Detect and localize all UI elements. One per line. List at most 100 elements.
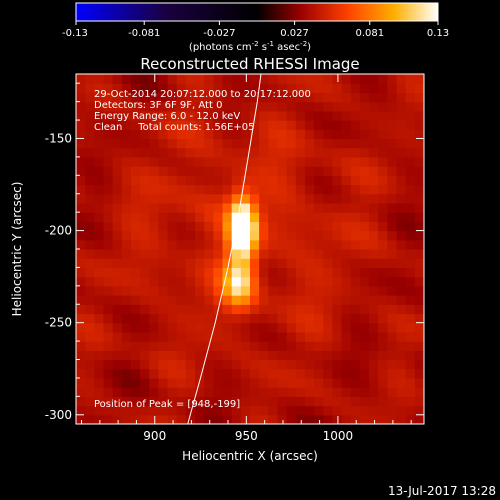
heatmap-pixel [405, 184, 416, 195]
heatmap-pixel [167, 184, 178, 195]
heatmap-pixel [323, 267, 334, 278]
heatmap-pixel [76, 304, 86, 315]
heatmap-pixel [103, 405, 114, 416]
heatmap-pixel [85, 120, 95, 130]
heatmap-pixel [341, 387, 352, 397]
heatmap-pixel [130, 396, 141, 407]
heatmap-pixel [396, 276, 407, 287]
heatmap-pixel [259, 101, 269, 112]
heatmap-pixel [341, 74, 352, 84]
heatmap-pixel [378, 396, 388, 407]
heatmap-pixel [140, 396, 150, 407]
heatmap-pixel [121, 368, 132, 379]
heatmap-pixel [359, 101, 370, 112]
heatmap-pixel [387, 239, 398, 250]
heatmap-pixel [85, 83, 95, 94]
heatmap-pixel [341, 221, 352, 232]
heatmap-pixel [195, 405, 205, 416]
heatmap-pixel [112, 350, 123, 361]
heatmap-pixel [158, 276, 169, 287]
heatmap-pixel [222, 304, 233, 315]
heatmap-pixel [231, 249, 242, 259]
heatmap-pixel [112, 202, 123, 213]
heatmap-pixel [323, 184, 334, 195]
heatmap-pixel [277, 331, 288, 342]
heatmap-pixel [277, 147, 288, 158]
heatmap-pixel [332, 341, 343, 351]
heatmap-pixel [268, 156, 279, 167]
plot-annotations: 29-Oct-2014 20:07:12.000 to 20:17:12.000… [94, 89, 311, 133]
heatmap-pixel [414, 359, 424, 370]
heatmap-pixel [103, 341, 114, 351]
peak-position-label: Position of Peak = [948,-199] [94, 399, 240, 410]
heatmap-pixel [204, 368, 214, 379]
heatmap-pixel [378, 239, 388, 250]
heatmap-pixel [268, 368, 279, 379]
heatmap-pixel [103, 276, 114, 287]
heatmap-pixel [268, 129, 279, 140]
heatmap-pixel [85, 221, 95, 232]
heatmap-pixel [387, 156, 398, 167]
heatmap-pixel [204, 359, 214, 370]
heatmap-pixel [158, 92, 169, 103]
heatmap-pixel [149, 175, 160, 186]
heatmap-pixel [204, 377, 214, 388]
heatmap-pixel [204, 405, 214, 416]
heatmap-pixel [94, 249, 105, 259]
heatmap-pixel [130, 304, 141, 315]
heatmap-pixel [369, 110, 379, 121]
heatmap-pixel [167, 387, 178, 397]
heatmap-pixel [405, 156, 416, 167]
heatmap-pixel [167, 166, 178, 176]
heatmap-pixel [76, 414, 86, 424]
heatmap-pixel [332, 405, 343, 416]
heatmap-pixel [76, 92, 86, 103]
heatmap-pixel [94, 74, 105, 84]
heatmap-pixel [350, 166, 361, 176]
heatmap-pixel [130, 184, 141, 195]
heatmap-pixel [130, 258, 141, 269]
heatmap-pixel [268, 166, 279, 176]
heatmap-pixel [369, 120, 379, 130]
heatmap-pixel [250, 147, 260, 158]
heatmap-pixel [130, 405, 141, 416]
heatmap-pixel [359, 396, 370, 407]
heatmap-pixel [295, 359, 306, 370]
heatmap-pixel [112, 359, 123, 370]
heatmap-pixel [149, 129, 160, 140]
heatmap-pixel [176, 175, 187, 186]
heatmap-pixel [112, 230, 123, 241]
heatmap-pixel [231, 147, 242, 158]
heatmap-pixel [213, 285, 224, 296]
heatmap-pixel [314, 138, 324, 149]
heatmap-pixel [286, 368, 297, 379]
heatmap-pixel [387, 147, 398, 158]
heatmap-pixel [396, 129, 407, 140]
heatmap-pixel [359, 129, 370, 140]
heatmap-pixel [76, 74, 86, 84]
heatmap-pixel [130, 175, 141, 186]
heatmap-pixel [259, 92, 269, 103]
heatmap-pixel [112, 92, 123, 103]
heatmap-pixel [396, 377, 407, 388]
heatmap-pixel [387, 83, 398, 94]
heatmap-pixel [149, 193, 160, 204]
heatmap-pixel [359, 221, 370, 232]
heatmap-pixel [387, 276, 398, 287]
heatmap-pixel [332, 184, 343, 195]
heatmap-pixel [304, 212, 315, 222]
heatmap-pixel [378, 212, 388, 222]
heatmap-pixel [185, 230, 196, 241]
heatmap-pixel [85, 267, 95, 278]
heatmap-pixel [277, 92, 288, 103]
heatmap-pixel [378, 110, 388, 121]
heatmap-pixel [240, 387, 251, 397]
heatmap-pixel [314, 285, 324, 296]
heatmap-pixel [130, 83, 141, 94]
heatmap-pixel [277, 368, 288, 379]
heatmap-pixel [314, 313, 324, 324]
x-tick-label: 1000 [323, 429, 354, 443]
heatmap-pixel [112, 377, 123, 388]
heatmap-pixel [76, 83, 86, 94]
heatmap-pixel [85, 202, 95, 213]
